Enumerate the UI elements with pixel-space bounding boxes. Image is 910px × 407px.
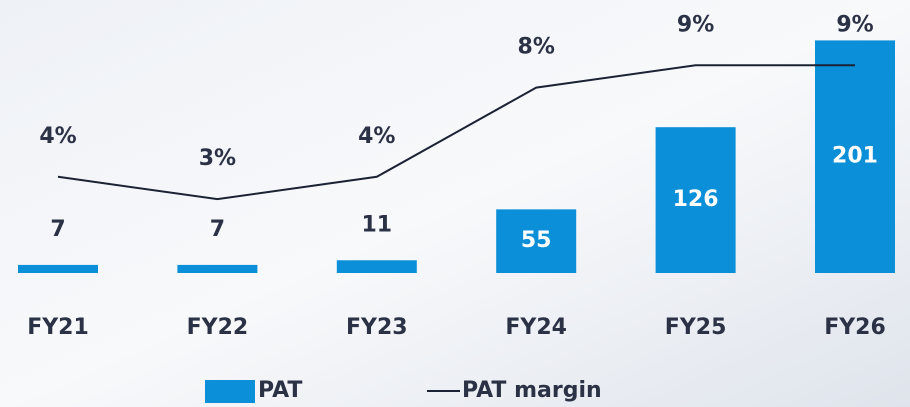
- bar: [496, 209, 577, 273]
- line-label: 9%: [836, 12, 873, 37]
- bar-label: 126: [673, 187, 719, 212]
- bar-label: 55: [521, 228, 552, 253]
- legend-label: PAT margin: [462, 378, 602, 403]
- x-tick-label: FY25: [665, 315, 727, 340]
- bar-label: 201: [832, 144, 878, 169]
- bar: [815, 40, 895, 273]
- line-label: 3%: [199, 146, 236, 171]
- x-tick-label: FY21: [27, 315, 89, 340]
- legend-swatch: [205, 380, 255, 403]
- line-label: 9%: [677, 12, 714, 37]
- bar: [336, 260, 417, 273]
- x-tick-label: FY24: [505, 315, 567, 340]
- bar: [655, 127, 736, 273]
- bar: [177, 264, 258, 273]
- x-tick-label: FY22: [187, 315, 249, 340]
- bar: [18, 264, 98, 273]
- bar-label: 7: [50, 217, 65, 242]
- bar-label: 11: [361, 212, 392, 237]
- x-tick-label: FY23: [346, 315, 408, 340]
- bar-label: 7: [210, 217, 225, 242]
- line-label: 4%: [39, 124, 76, 149]
- x-tick-label: FY26: [824, 315, 886, 340]
- line-label: 4%: [358, 124, 395, 149]
- legend-label: PAT: [258, 378, 302, 403]
- margin-line: [57, 64, 855, 201]
- line-label: 8%: [518, 35, 555, 60]
